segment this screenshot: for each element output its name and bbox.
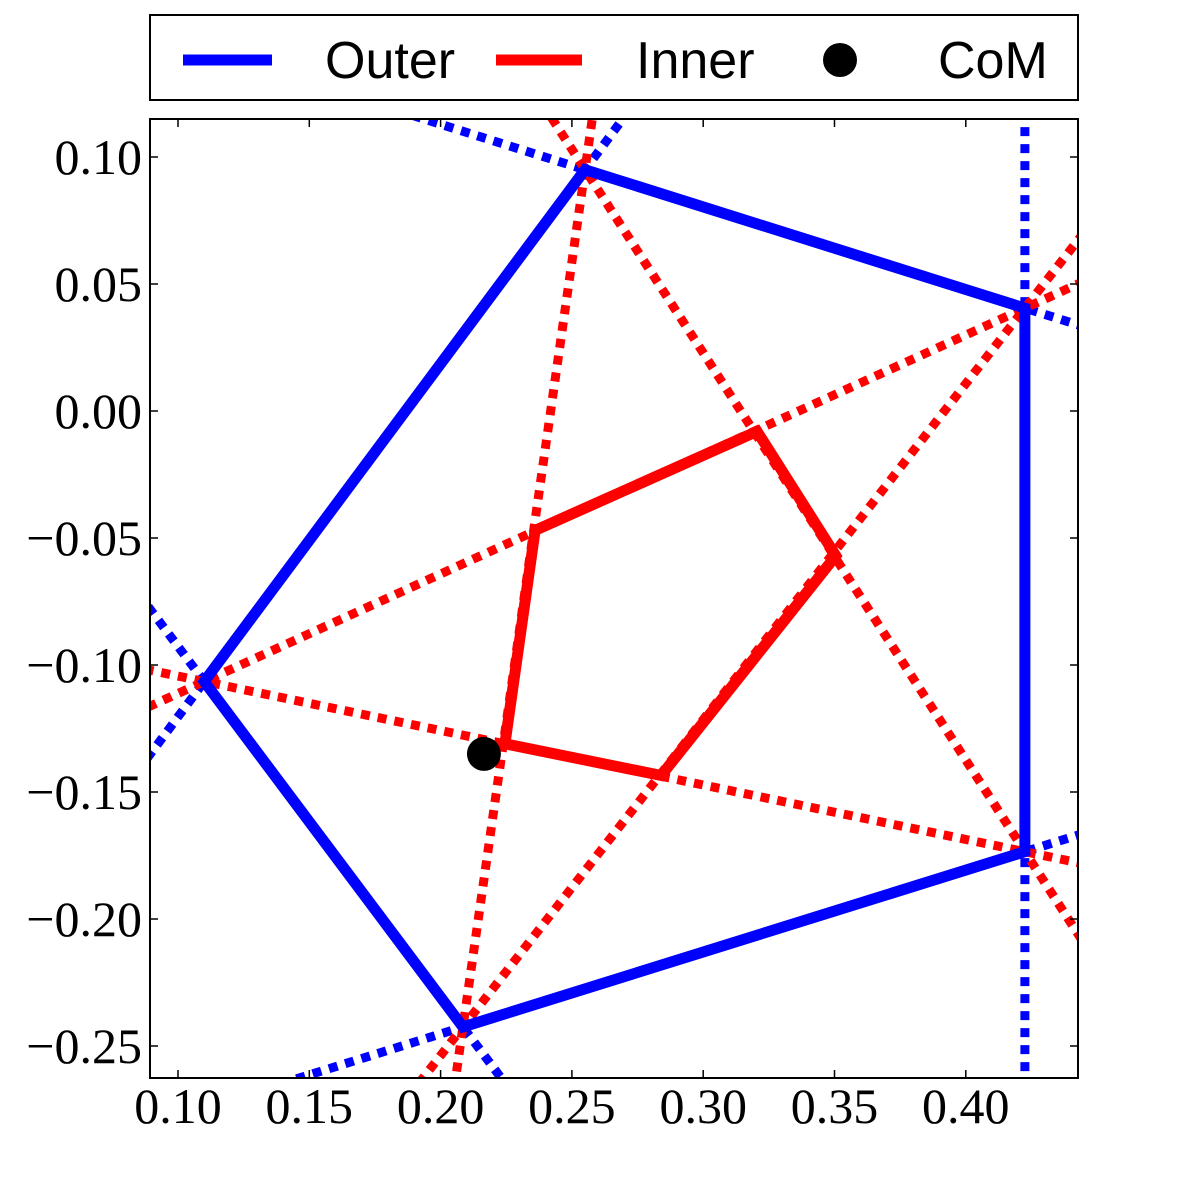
y-tick-label: −0.10 [26,637,142,693]
x-tick-label: 0.40 [922,1078,1010,1134]
y-tick-label: −0.05 [26,510,142,566]
com-marker [466,736,501,771]
polygons [197,163,1031,1034]
x-tick-label: 0.20 [397,1078,485,1134]
x-tick-label: 0.10 [134,1078,222,1134]
com-point [466,736,501,771]
x-tick-label: 0.30 [659,1078,747,1134]
x-tick-label: 0.25 [528,1078,616,1134]
y-tick-label: −0.15 [26,764,142,820]
legend-inner-label: Inner [636,32,755,90]
y-axis-labels: 0.10 0.05 0.00 −0.05 −0.10 −0.15 −0.20 −0.25 [26,129,142,1074]
inner-polygon [498,424,843,782]
y-tick-label: 0.10 [55,129,143,185]
outer-polygon [197,163,1031,1034]
legend-com-label: CoM [938,32,1048,90]
y-tick-label: 0.05 [55,256,143,312]
legend-outer-label: Outer [325,32,455,90]
x-tick-label: 0.15 [266,1078,354,1134]
y-tick-label: −0.25 [26,1018,142,1074]
y-tick-label: −0.20 [26,891,142,947]
y-tick-label: 0.00 [55,383,143,439]
legend-com-marker [823,43,857,77]
x-tick-label: 0.35 [791,1078,879,1134]
legend: Outer Inner CoM [149,14,1079,101]
axes-frame [149,118,1079,1079]
axis-ticks [150,119,1078,1078]
x-axis-labels: 0.10 0.15 0.20 0.25 0.30 0.35 0.40 [134,1078,1009,1134]
